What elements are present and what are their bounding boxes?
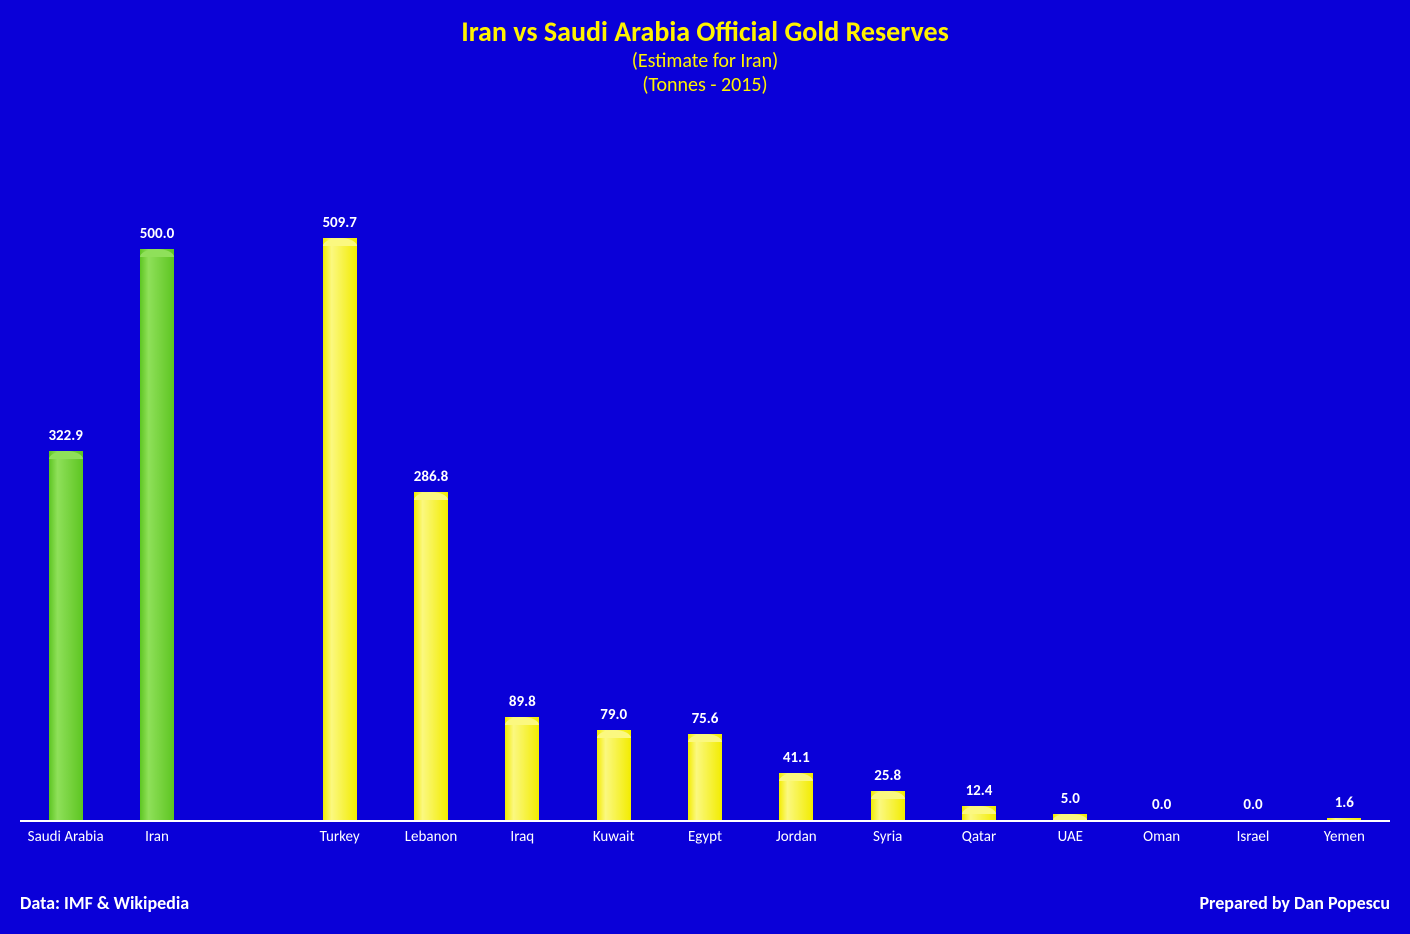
bar-cap (688, 734, 722, 742)
bar-cap (49, 451, 83, 459)
category-label: Israel (1207, 828, 1298, 846)
bar (779, 773, 813, 820)
data-source-label: Data: IMF & Wikipedia (20, 892, 189, 914)
bar-value-label: 286.8 (385, 468, 476, 486)
category-label: Oman (1116, 828, 1207, 846)
chart-title-block: Iran vs Saudi Arabia Official Gold Reser… (0, 14, 1410, 97)
bar-cap (414, 492, 448, 500)
bar-value-label: 322.9 (20, 427, 111, 445)
bar-value-label: 12.4 (933, 782, 1024, 800)
category-label: Iraq (477, 828, 568, 846)
category-label: UAE (1025, 828, 1116, 846)
bar (414, 492, 448, 820)
bar-value-label: 509.7 (294, 214, 385, 232)
category-label: Lebanon (385, 828, 476, 846)
chart-title: Iran vs Saudi Arabia Official Gold Reser… (0, 14, 1410, 49)
bar-slot: 12.4Qatar (933, 180, 1024, 820)
bar-cap (505, 717, 539, 725)
category-label: Turkey (294, 828, 385, 846)
bar (140, 249, 174, 820)
bar-slot: 1.6Yemen (1299, 180, 1390, 820)
bar-cap (323, 238, 357, 246)
bar (597, 730, 631, 820)
category-label: Kuwait (568, 828, 659, 846)
bar-value-label: 5.0 (1025, 790, 1116, 808)
x-axis-line (20, 820, 1390, 822)
bar-slot: 286.8Lebanon (385, 180, 476, 820)
bar-slot: 41.1Jordan (751, 180, 842, 820)
bar-value-label: 0.0 (1116, 796, 1207, 814)
bar-value-label: 25.8 (842, 767, 933, 785)
bar-slot: 322.9Saudi Arabia (20, 180, 111, 820)
chart-subtitle-1: (Estimate for Iran) (0, 49, 1410, 73)
category-label: Egypt (659, 828, 750, 846)
bar-slot: 89.8Iraq (477, 180, 568, 820)
category-label: Syria (842, 828, 933, 846)
category-label: Iran (111, 828, 202, 846)
bar-value-label: 1.6 (1299, 794, 1390, 812)
category-label: Jordan (751, 828, 842, 846)
bar-slot: 75.6Egypt (659, 180, 750, 820)
bar-slot: 0.0Oman (1116, 180, 1207, 820)
bar (49, 451, 83, 820)
category-label: Yemen (1299, 828, 1390, 846)
bar-cap (1053, 814, 1087, 820)
bar (688, 734, 722, 820)
bar-slot: 5.0UAE (1025, 180, 1116, 820)
bar-cap (140, 249, 174, 257)
bar-value-label: 500.0 (111, 225, 202, 243)
bar-value-label: 75.6 (659, 710, 750, 728)
plot-area: 322.9Saudi Arabia500.0Iran 509.7Turkey286… (20, 180, 1390, 820)
bar-cap (597, 730, 631, 738)
chart-root: Iran vs Saudi Arabia Official Gold Reser… (0, 0, 1410, 934)
bar (505, 717, 539, 820)
category-label: Qatar (933, 828, 1024, 846)
bar-slot: 25.8Syria (842, 180, 933, 820)
bar-cap (871, 791, 905, 799)
bar-value-label: 41.1 (751, 749, 842, 767)
bar-cap (779, 773, 813, 781)
author-label: Prepared by Dan Popescu (1199, 892, 1390, 914)
bar-slot: 0.0Israel (1207, 180, 1298, 820)
bar-slot: 500.0Iran (111, 180, 202, 820)
bar-slot: 509.7Turkey (294, 180, 385, 820)
bar (1327, 818, 1361, 820)
bar-value-label: 79.0 (568, 706, 659, 724)
bar-slot: 79.0Kuwait (568, 180, 659, 820)
bar-cap (962, 806, 996, 814)
bar (1053, 814, 1087, 820)
bar (323, 238, 357, 821)
bar (871, 791, 905, 820)
chart-subtitle-2: (Tonnes - 2015) (0, 73, 1410, 97)
bar-value-label: 0.0 (1207, 796, 1298, 814)
bar-value-label: 89.8 (477, 693, 568, 711)
category-label: Saudi Arabia (20, 828, 111, 846)
bar (962, 806, 996, 820)
